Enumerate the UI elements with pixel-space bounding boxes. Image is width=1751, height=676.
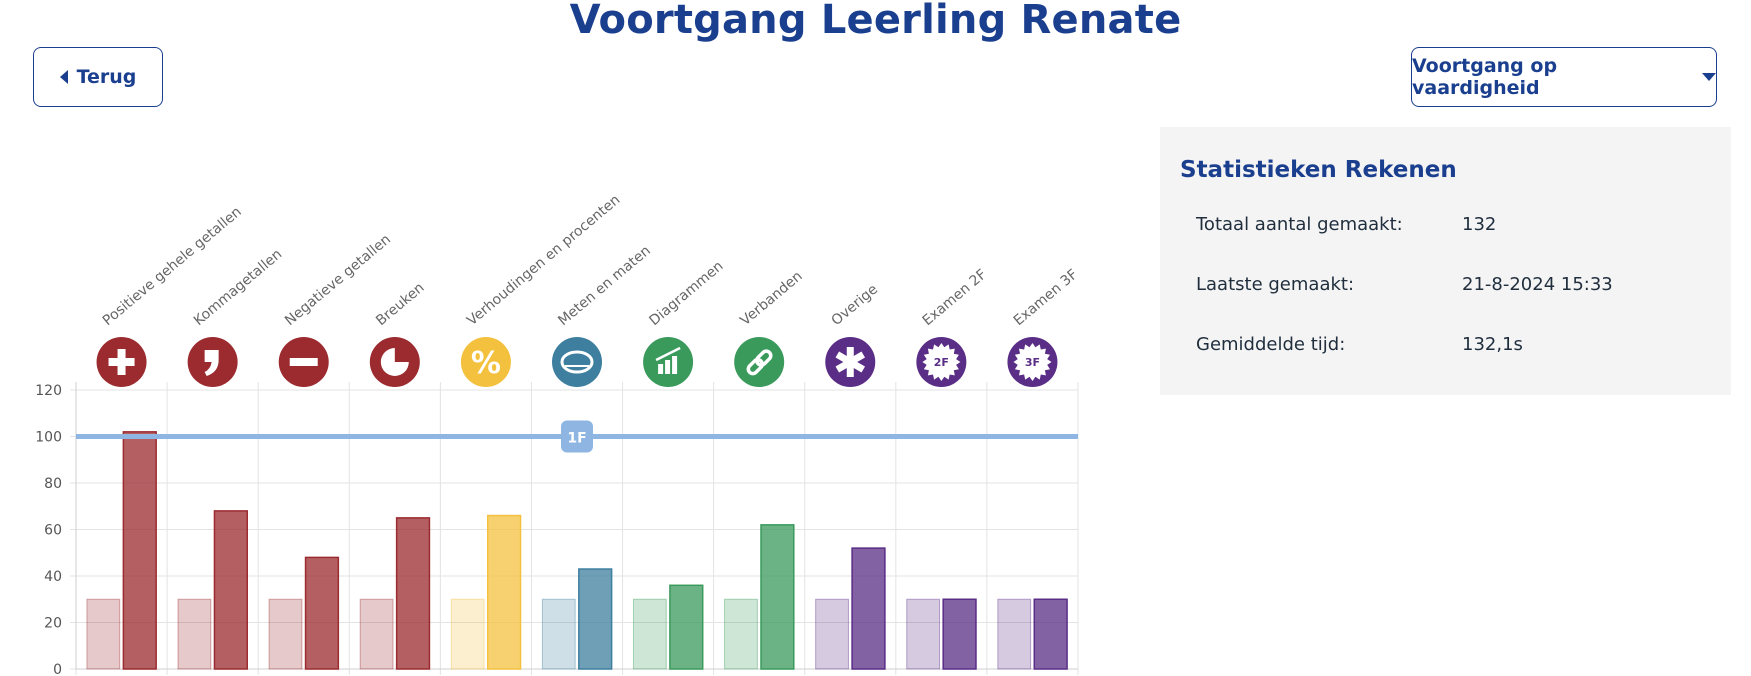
back-button-label: Terug: [76, 66, 137, 88]
y-tick-label: 120: [35, 383, 62, 399]
stat-label: Gemiddelde tijd:: [1196, 334, 1346, 355]
tape-shape: [560, 350, 594, 374]
bar-baseline: [724, 598, 758, 670]
tape-measure-icon: [552, 337, 602, 387]
bar-baseline: [815, 598, 849, 670]
caret-down-icon: [1702, 73, 1716, 81]
comma-shape: [204, 350, 219, 376]
bar-chart-bar: [665, 360, 671, 374]
bar-score: [395, 517, 431, 670]
bar-baseline: [86, 598, 121, 670]
category-label: Diagrammen: [646, 258, 726, 329]
stats-panel: Statistieken Rekenen Totaal aantal gemaa…: [1160, 127, 1731, 395]
view-select-label: Voortgang op vaardigheid: [1412, 55, 1558, 99]
bar-baseline: [177, 598, 212, 670]
category-label: Verbanden: [737, 268, 805, 329]
category-label: Examen 3F: [1011, 267, 1081, 330]
bar-baseline: [906, 598, 941, 670]
minus-icon-bar: [289, 358, 318, 366]
bar-baseline: [268, 598, 303, 670]
y-tick-label: 80: [44, 476, 62, 492]
bar-score: [122, 431, 157, 670]
category-label: Examen 2F: [920, 267, 990, 330]
bar-chart-arrow: [655, 346, 681, 362]
bar-score: [578, 568, 613, 670]
stat-label: Totaal aantal gemaakt:: [1196, 214, 1403, 235]
view-select-dropdown[interactable]: Voortgang op vaardigheid: [1411, 47, 1717, 107]
asterisk-arm: [835, 351, 866, 373]
bar-score: [304, 556, 340, 670]
reference-line-badge: [561, 420, 593, 453]
bar-baseline: [997, 598, 1032, 670]
page-title: Voortgang Leerling Renate: [569, 0, 1182, 43]
link-icon: [734, 337, 785, 387]
bar-chart-bar: [658, 364, 664, 374]
stat-label: Laatste gemaakt:: [1196, 274, 1355, 295]
fraction-shape: [380, 348, 409, 376]
percent-symbol: %: [471, 346, 501, 381]
bar-chart-bar: [672, 356, 678, 374]
bar-score: [942, 598, 977, 670]
percent-icon: [460, 337, 511, 387]
stats-title: Statistieken Rekenen: [1180, 157, 1457, 183]
bar-score: [669, 584, 704, 670]
bar-score: [851, 547, 886, 670]
reference-line-label: 1F: [567, 431, 586, 447]
category-label: Breuken: [373, 280, 427, 329]
category-label: Kommagetallen: [191, 246, 285, 329]
y-tick-label: 40: [44, 569, 62, 585]
category-label: Verhoudingen en procenten: [464, 192, 623, 329]
stat-value: 132: [1462, 214, 1497, 235]
link-loop: [746, 357, 765, 376]
progress-chart: 0 20 40 60 80 100 120 1F Positieve gehele getall…: [0, 120, 1100, 676]
bar-baseline: [541, 598, 576, 670]
category-label: Meten en maten: [555, 243, 654, 329]
y-tick-label: 20: [44, 616, 62, 632]
category-label: Overige: [829, 281, 881, 329]
bar-score: [1033, 598, 1068, 670]
badge-text: 3F: [1025, 356, 1040, 369]
badge-star: [922, 343, 961, 381]
badge-star: [1013, 343, 1052, 381]
stat-value: 132,1s: [1462, 334, 1523, 355]
bar-score: [486, 514, 522, 670]
y-tick-label: 0: [53, 662, 62, 676]
caret-left-icon: [59, 70, 68, 84]
bar-baseline: [632, 598, 667, 670]
badge-text: 2F: [934, 356, 949, 369]
y-tick-label: 100: [35, 430, 62, 446]
y-tick-label: 60: [44, 523, 62, 539]
bar-baseline: [450, 598, 485, 670]
bar-score: [760, 524, 795, 670]
back-button[interactable]: Terug: [33, 47, 163, 107]
stat-value: 21-8-2024 15:33: [1462, 274, 1613, 295]
bar-score: [213, 510, 249, 670]
link-loop: [755, 349, 773, 367]
plus-icon-bar: [117, 349, 126, 375]
bar-baseline: [359, 598, 394, 670]
fraction-notch: [397, 349, 408, 359]
